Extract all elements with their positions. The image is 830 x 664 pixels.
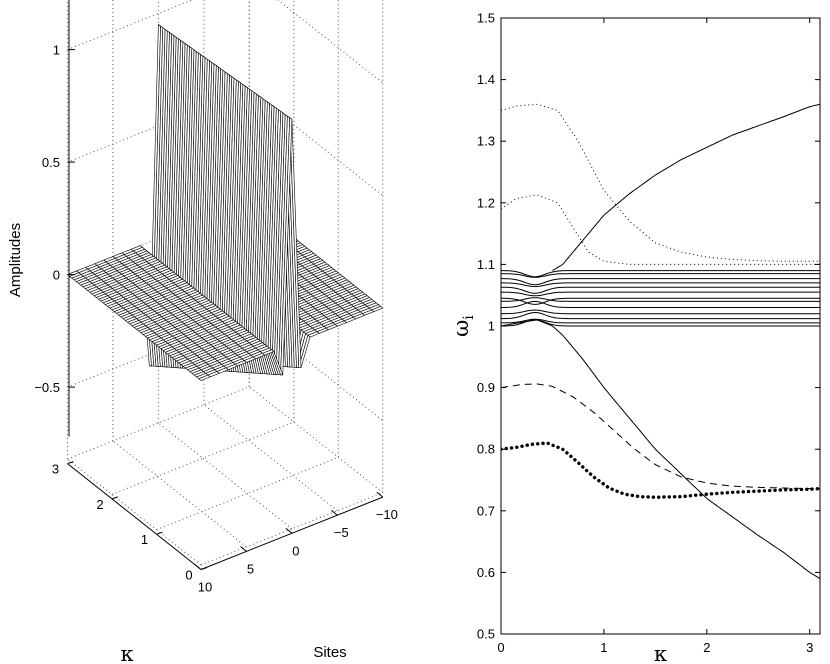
mode-band-line bbox=[501, 278, 820, 286]
axis-grid bbox=[67, 0, 384, 566]
kappa-tick-label: 0 bbox=[185, 568, 192, 583]
line-plot-panel: 0.5 0.6 0.7 0.8 0.9 1 1.1 1.2 1.3 1.4 1.5 0 1 2 3 κ ωi bbox=[449, 11, 821, 664]
mode-band-line bbox=[501, 282, 820, 288]
kappa-tick bbox=[156, 531, 163, 535]
mode-band-line bbox=[501, 311, 820, 320]
sites-tick bbox=[376, 491, 384, 498]
x-tick-label: 2 bbox=[703, 640, 710, 655]
series-line bbox=[501, 319, 820, 580]
surface-mesh bbox=[66, 23, 384, 381]
kappa-tick-label: 3 bbox=[52, 462, 59, 477]
kappa-tick bbox=[67, 461, 74, 465]
kappa-tick-label: 2 bbox=[96, 497, 103, 512]
z-tick-label: 1 bbox=[53, 43, 60, 58]
mode-band-line bbox=[501, 297, 820, 305]
x-tick-label: 0 bbox=[497, 640, 504, 655]
series-line bbox=[501, 383, 820, 490]
z-tick-label: 0 bbox=[53, 268, 60, 283]
series-group bbox=[501, 103, 820, 580]
series-line bbox=[501, 441, 820, 499]
kappa-axis-label: κ bbox=[120, 642, 133, 664]
mode-band-line bbox=[501, 319, 820, 327]
x-axis-label: κ bbox=[654, 642, 667, 664]
y-tick-label: 1.2 bbox=[477, 195, 495, 210]
sites-tick-label: 10 bbox=[198, 580, 212, 595]
amplitudes-axis-label: Amplitudes bbox=[7, 223, 24, 297]
y-tick-label: 0.8 bbox=[477, 442, 495, 457]
y-tick-label: 1.3 bbox=[477, 134, 495, 149]
sites-tick-label: −5 bbox=[334, 525, 349, 540]
mode-band-line bbox=[501, 309, 820, 315]
y-tick-label: 0.7 bbox=[477, 503, 495, 518]
y-tick-label: 1.5 bbox=[477, 11, 495, 26]
sites-tick-label: 5 bbox=[247, 561, 254, 576]
series-line bbox=[501, 103, 820, 262]
sites-tick bbox=[240, 546, 247, 552]
y-tick-label: 0.9 bbox=[477, 380, 495, 395]
x-tick-label: 3 bbox=[806, 640, 813, 655]
sites-tick-label: 0 bbox=[292, 543, 299, 558]
y-tick-label: 1.1 bbox=[477, 257, 495, 272]
y-tick-label: 0.6 bbox=[477, 565, 495, 580]
series-line bbox=[501, 194, 820, 265]
sites-tick-label: −10 bbox=[376, 507, 398, 522]
kappa-tick-label: 1 bbox=[141, 532, 148, 547]
y-axis-label: ωi bbox=[449, 315, 477, 337]
mode-band-line bbox=[501, 291, 820, 297]
series-line bbox=[552, 103, 820, 272]
y-tick-label: 0.5 bbox=[477, 627, 495, 642]
mode-band-line bbox=[501, 318, 820, 324]
sites-tick bbox=[285, 527, 293, 534]
y-tick-label: 1 bbox=[488, 319, 495, 334]
x-tick-label: 1 bbox=[600, 640, 607, 655]
kappa-axis bbox=[67, 463, 202, 570]
sites-tick bbox=[194, 564, 202, 570]
y-tick-label: 1.4 bbox=[477, 72, 495, 87]
mode-band-line bbox=[501, 273, 820, 278]
kappa-tick bbox=[111, 496, 119, 500]
mode-band-line bbox=[501, 297, 820, 302]
z-tick-label: 0.5 bbox=[42, 155, 60, 170]
mode-band-line bbox=[501, 270, 820, 278]
sites-axis-label: Sites bbox=[313, 644, 346, 661]
sites-tick bbox=[331, 509, 338, 516]
z-tick-label: −0.5 bbox=[34, 380, 60, 395]
mode-band-line bbox=[501, 300, 820, 308]
mode-band-line bbox=[501, 286, 820, 294]
